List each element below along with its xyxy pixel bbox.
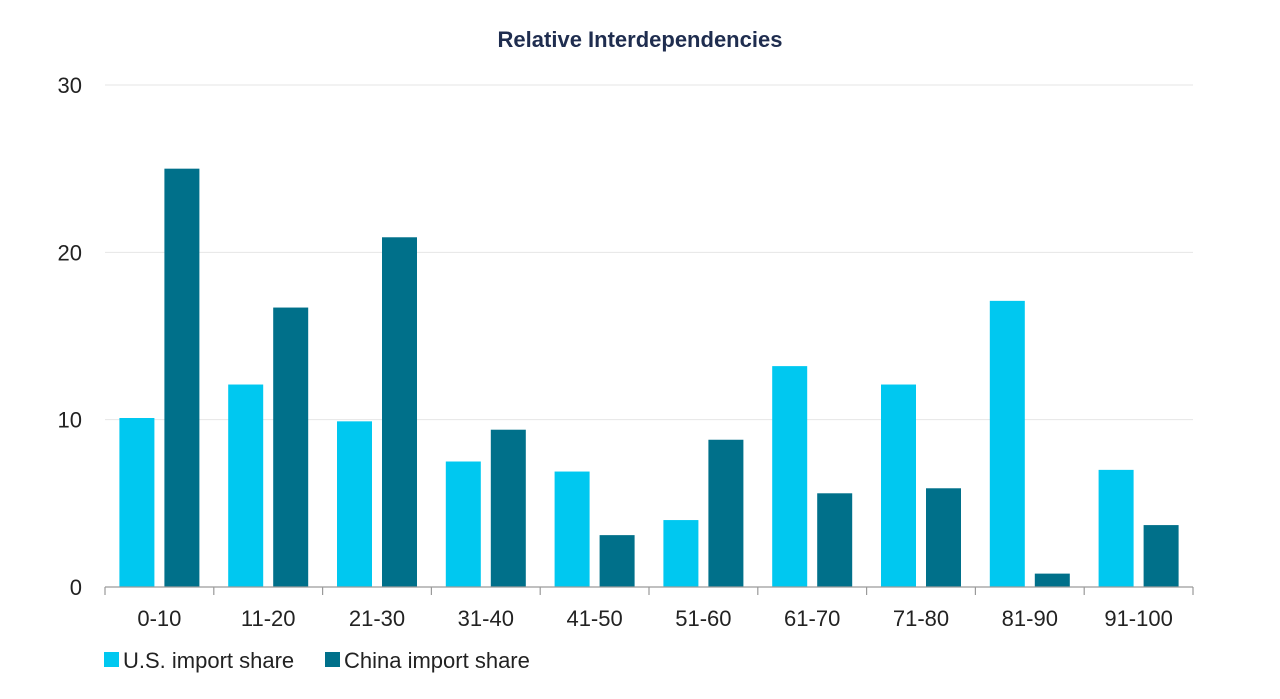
bar-us-51-60 — [663, 520, 699, 587]
legend: U.S. import share China import share — [104, 648, 530, 673]
bar-china-71-80 — [926, 488, 961, 587]
bar-us-0-10 — [119, 417, 155, 587]
y-tick-label: 0 — [70, 575, 82, 600]
x-tick-label: 91-100 — [1104, 606, 1173, 631]
x-axis — [104, 586, 1194, 595]
y-tick-label: 10 — [58, 408, 82, 433]
bar-us-31-40 — [445, 461, 481, 587]
bar-us-81-90 — [989, 300, 1025, 587]
bar-us-21-30 — [337, 421, 372, 587]
bar-us-41-50 — [554, 471, 590, 587]
legend-label-us: U.S. import share — [123, 648, 294, 673]
x-tick-label: 11-20 — [241, 606, 296, 631]
x-tick-label: 0-10 — [137, 606, 181, 631]
bar-us-71-80 — [881, 384, 916, 587]
bar-china-21-30 — [382, 237, 417, 588]
x-tick-label: 51-60 — [675, 606, 731, 631]
bar-china-81-90 — [1034, 573, 1070, 587]
legend-label-china: China import share — [344, 648, 530, 673]
y-axis-ticks: 0 10 20 30 — [58, 73, 82, 600]
bar-china-0-10 — [164, 168, 200, 587]
bar-china-61-70 — [817, 493, 853, 587]
x-tick-label: 81-90 — [1002, 606, 1058, 631]
x-axis-ticks: 0-10 11-20 21-30 31-40 41-50 51-60 61-70 71-80 8… — [137, 606, 1172, 631]
x-tick-label: 71-80 — [893, 606, 949, 631]
x-tick-label: 61-70 — [784, 606, 840, 631]
bars — [119, 168, 1179, 588]
bar-china-31-40 — [490, 429, 526, 587]
bar-us-11-20 — [228, 384, 264, 587]
legend-swatch-china — [325, 652, 340, 667]
bar-china-91-100 — [1143, 525, 1179, 587]
x-tick-label: 41-50 — [566, 606, 622, 631]
bar-us-91-100 — [1098, 469, 1134, 587]
x-tick-label: 21-30 — [349, 606, 405, 631]
legend-swatch-us — [104, 652, 119, 667]
y-tick-label: 30 — [58, 73, 82, 98]
gridlines — [105, 84, 1193, 421]
chart-title: Relative Interdependencies — [498, 27, 783, 52]
x-tick-label: 31-40 — [458, 606, 514, 631]
y-tick-label: 20 — [58, 240, 82, 265]
bar-china-51-60 — [708, 439, 744, 587]
bar-china-41-50 — [599, 535, 635, 587]
bar-china-11-20 — [273, 307, 309, 587]
bar-us-61-70 — [772, 366, 808, 587]
